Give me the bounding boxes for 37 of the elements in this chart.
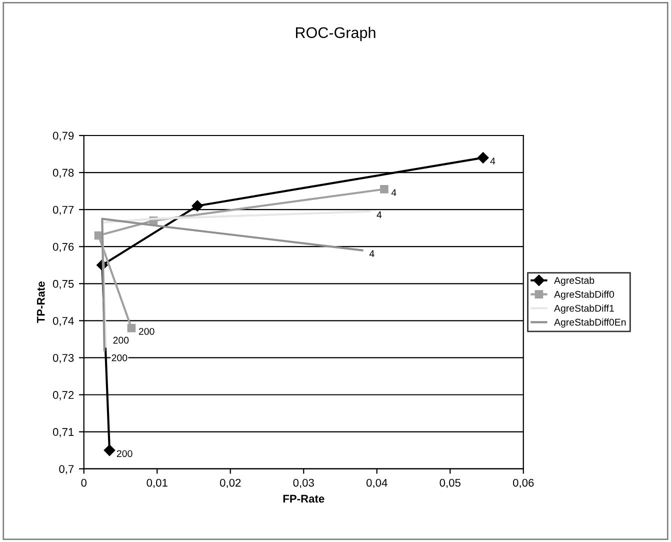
point bbox=[477, 152, 489, 164]
x-tick-label: 0,06 bbox=[513, 478, 534, 488]
legend-label: AgreStabDiff0 bbox=[554, 290, 614, 300]
y-tick-label: 0,75 bbox=[52, 280, 74, 290]
annotation: 4 bbox=[391, 189, 396, 196]
legend-label: AgreStabDiff0En bbox=[554, 318, 626, 328]
x-tick-label: 0,03 bbox=[293, 478, 314, 488]
point bbox=[127, 324, 136, 332]
legend-label: AgreStabDiff1 bbox=[554, 304, 614, 314]
y-tick-label: 0,78 bbox=[52, 168, 74, 178]
annotation: 200 bbox=[138, 328, 154, 335]
x-tick-label: 0,02 bbox=[220, 478, 241, 488]
x-tick-label: 0,05 bbox=[440, 478, 460, 488]
point bbox=[104, 444, 116, 456]
annotation: 4 bbox=[369, 250, 374, 257]
y-tick-label: 0,79 bbox=[52, 132, 74, 141]
y-tick-label: 0,74 bbox=[52, 316, 74, 326]
x-tick-label: 0,01 bbox=[146, 478, 168, 488]
point bbox=[192, 200, 204, 212]
legend-label: AgreStab bbox=[554, 276, 594, 286]
point bbox=[380, 185, 388, 194]
y-tick-label: 0,72 bbox=[52, 391, 74, 400]
annotation: 4 bbox=[376, 211, 382, 218]
y-axis-title: TP-Rate bbox=[37, 282, 45, 324]
annotation: 200 bbox=[116, 450, 132, 458]
y-tick-label: 0,77 bbox=[52, 206, 74, 216]
x-tick-label: 0,04 bbox=[366, 478, 388, 488]
chart-title: ROC-Graph bbox=[296, 26, 376, 42]
y-tick-label: 0,76 bbox=[52, 242, 74, 252]
y-tick-label: 0,71 bbox=[52, 428, 74, 438]
y-tick-label: 0,73 bbox=[52, 354, 74, 364]
annotation: 200 bbox=[113, 336, 129, 344]
x-axis-title: FP-Rate bbox=[283, 494, 324, 503]
x-tick-label: 0 bbox=[81, 478, 87, 487]
annotation: 200 bbox=[112, 354, 128, 362]
annotation: 4 bbox=[490, 158, 496, 164]
y-tick-label: 0,7 bbox=[59, 465, 74, 474]
